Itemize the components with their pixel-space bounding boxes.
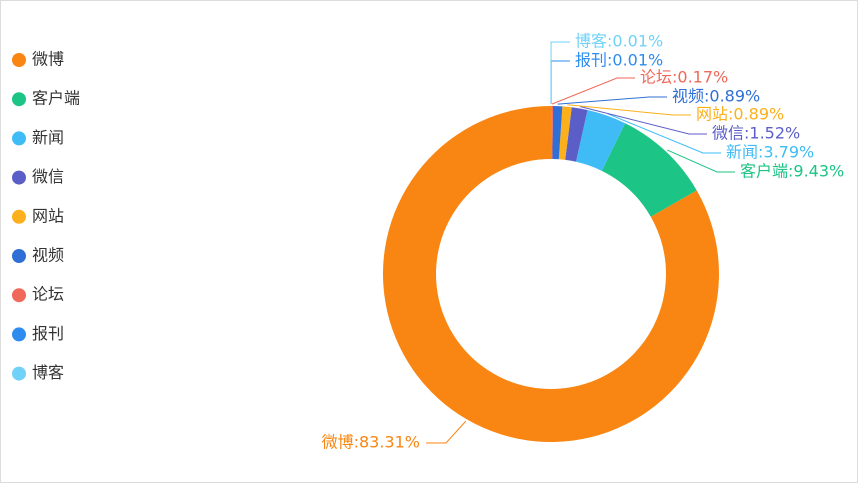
legend-label: 客户端 xyxy=(32,89,80,108)
donut-slice xyxy=(552,106,563,160)
data-label: 微博:83.31% xyxy=(322,433,420,452)
legend-marker xyxy=(12,92,26,107)
donut-slice xyxy=(565,107,588,162)
legend-label: 网站 xyxy=(32,206,64,225)
data-label: 微信:1.52% xyxy=(712,124,800,143)
legend-label: 微信 xyxy=(32,167,64,186)
legend-marker xyxy=(12,53,26,67)
legend-label: 博客 xyxy=(32,363,64,382)
donut-slice xyxy=(576,110,626,171)
leader-line xyxy=(557,96,667,105)
legend-marker xyxy=(12,209,26,224)
donut-slice xyxy=(382,106,719,442)
data-label: 博客:0.01% xyxy=(575,32,663,51)
legend-label: 微博 xyxy=(32,50,64,69)
legend-marker xyxy=(12,249,26,263)
leader-line xyxy=(567,104,691,116)
data-label: 网站:0.89% xyxy=(696,105,784,124)
data-label: 客户端:9.43% xyxy=(740,162,844,181)
legend-label: 论坛 xyxy=(32,285,64,304)
data-label: 论坛:0.17% xyxy=(640,68,728,87)
legend-marker xyxy=(12,131,26,146)
legend-label: 视频 xyxy=(32,246,64,265)
leader-line xyxy=(550,41,570,105)
leader-line xyxy=(607,113,721,154)
leader-line xyxy=(667,149,735,173)
donut-slice xyxy=(601,123,697,217)
leader-line xyxy=(551,77,635,105)
donut-slice xyxy=(551,106,554,160)
data-label: 视频:0.89% xyxy=(672,87,760,106)
legend-marker xyxy=(12,288,26,303)
donut-slice xyxy=(558,106,572,160)
legend-marker xyxy=(12,170,26,185)
leader-line xyxy=(426,420,467,444)
legend-marker xyxy=(12,327,26,342)
data-label: 报刊:0.01% xyxy=(575,51,663,70)
legend-label: 新闻 xyxy=(32,128,64,147)
leader-line xyxy=(579,106,707,135)
legend-label: 报刊 xyxy=(32,324,64,343)
legend-marker xyxy=(12,366,26,381)
data-label: 新闻:3.79% xyxy=(726,143,814,162)
